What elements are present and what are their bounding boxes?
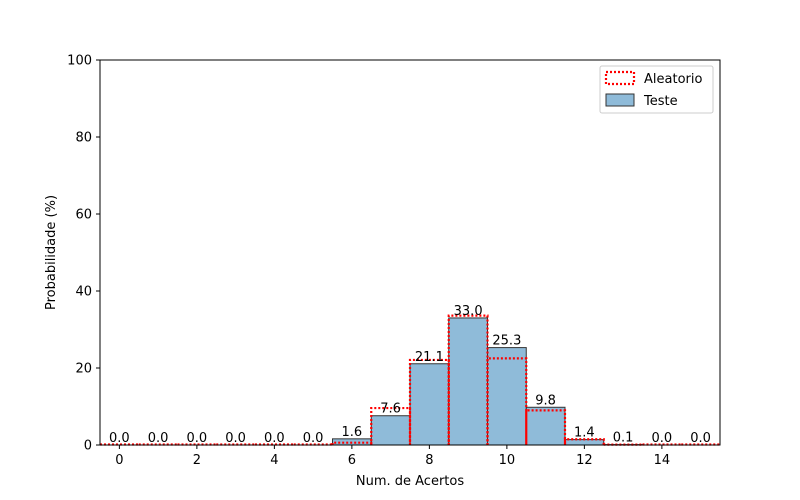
bar-teste-11 [525,406,566,446]
step-aleatorio-7 [370,406,412,445]
data-label-0: 0.0 [109,431,130,446]
step-aleatorio-12 [563,438,605,445]
data-label-1: 0.0 [148,431,169,446]
legend-label-aleatorio: Aleatorio [644,72,702,87]
data-label-11: 9.8 [535,393,556,408]
data-label-12: 1.4 [574,426,595,441]
legend-label-teste: Teste [643,94,678,109]
data-label-13: 0.1 [613,431,634,446]
x-tick-label-14: 14 [654,453,671,468]
bar-teste-9 [448,317,488,446]
bar-teste-7 [370,415,411,446]
x-tick-label-8: 8 [425,453,433,468]
data-label-7: 7.6 [380,402,401,417]
y-tick-label-40: 40 [75,285,92,300]
x-tick-label-0: 0 [115,453,123,468]
step-aleatorio-8 [408,358,450,445]
data-label-6: 1.6 [342,425,363,440]
x-axis-label: Num. de Acertos [356,474,464,489]
legend-swatch-aleatorio [604,70,636,86]
x-tick-label-2: 2 [193,453,201,468]
step-aleatorio-11 [525,409,567,445]
y-tick-label-20: 20 [75,362,92,377]
data-label-10: 25.3 [492,334,521,349]
data-label-2: 0.0 [187,431,208,446]
data-label-3: 0.0 [225,431,246,446]
data-label-9: 33.0 [454,304,483,319]
data-labels-layer: 0.0 0.0 0.0 0.0 0.0 0.0 1.6 7.6 21.1 33.0 25.3 9.8 1… [109,304,711,446]
y-axis-ticks: 0 20 40 60 80 100 [67,54,100,454]
data-label-14: 0.0 [652,431,673,446]
step-aleatorio-10 [486,357,528,445]
x-tick-label-12: 12 [576,453,593,468]
y-axis-label: Probabilidade (%) [44,195,59,310]
y-tick-label-80: 80 [75,131,92,146]
data-label-5: 0.0 [303,431,324,446]
data-label-15: 0.0 [690,431,711,446]
plot-frame [99,59,721,446]
x-tick-label-4: 4 [270,453,278,468]
bar-teste-10 [487,347,527,446]
legend: Aleatorio Teste [599,65,714,114]
y-tick-label-100: 100 [67,54,92,69]
y-tick-label-60: 60 [75,208,92,223]
data-label-4: 0.0 [264,431,285,446]
x-tick-label-6: 6 [348,453,356,468]
y-tick-label-0: 0 [84,439,92,454]
step-aleatorio-6 [331,441,373,445]
x-axis-ticks: 0 2 4 6 8 10 12 14 [115,445,670,468]
bar-teste-8 [409,363,450,446]
legend-swatch-teste [605,93,635,107]
aleatorio-steps-layer [100,314,720,446]
x-tick-label-10: 10 [499,453,516,468]
data-label-8: 21.1 [415,350,444,365]
